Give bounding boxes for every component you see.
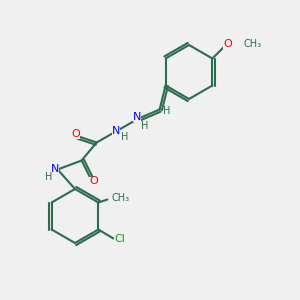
Text: O: O: [223, 38, 232, 49]
Text: O: O: [71, 128, 80, 139]
Text: N: N: [133, 112, 141, 122]
Text: H: H: [141, 121, 148, 131]
Text: CH₃: CH₃: [112, 193, 130, 203]
Text: H: H: [164, 106, 171, 116]
Text: H: H: [45, 172, 52, 182]
Text: N: N: [112, 125, 120, 136]
Text: O: O: [89, 176, 98, 187]
Text: N: N: [50, 164, 59, 175]
Text: H: H: [122, 131, 129, 142]
Text: Cl: Cl: [114, 233, 125, 244]
Text: CH₃: CH₃: [244, 38, 262, 49]
